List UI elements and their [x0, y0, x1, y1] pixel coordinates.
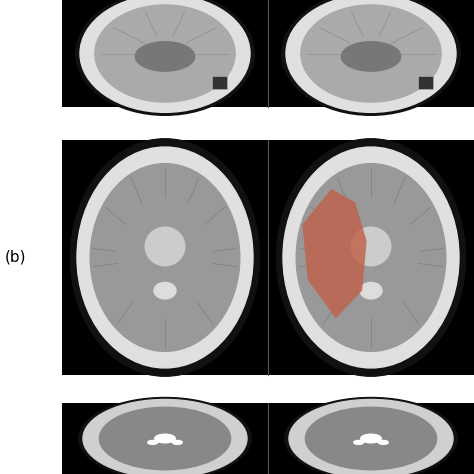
- Ellipse shape: [154, 283, 176, 299]
- Ellipse shape: [173, 440, 182, 444]
- Text: (b): (b): [5, 250, 27, 265]
- Ellipse shape: [148, 440, 158, 444]
- Ellipse shape: [276, 139, 465, 376]
- Ellipse shape: [341, 42, 401, 71]
- Ellipse shape: [286, 0, 456, 112]
- Ellipse shape: [289, 400, 453, 474]
- Ellipse shape: [150, 274, 181, 296]
- Bar: [62, 403, 474, 474]
- Ellipse shape: [90, 164, 240, 351]
- Ellipse shape: [155, 434, 175, 443]
- Ellipse shape: [351, 227, 391, 266]
- Polygon shape: [302, 189, 366, 318]
- Bar: [62, 0, 474, 107]
- Ellipse shape: [356, 274, 386, 296]
- Ellipse shape: [378, 440, 388, 444]
- Ellipse shape: [305, 407, 437, 470]
- Ellipse shape: [145, 227, 185, 266]
- Ellipse shape: [296, 164, 446, 351]
- Ellipse shape: [80, 0, 250, 112]
- Ellipse shape: [79, 398, 251, 474]
- FancyBboxPatch shape: [212, 76, 227, 89]
- Ellipse shape: [100, 407, 230, 470]
- Ellipse shape: [83, 400, 247, 474]
- Ellipse shape: [135, 42, 195, 71]
- Ellipse shape: [76, 0, 254, 115]
- Ellipse shape: [95, 5, 235, 102]
- Ellipse shape: [283, 147, 459, 368]
- FancyBboxPatch shape: [418, 76, 433, 89]
- Ellipse shape: [71, 139, 260, 376]
- Ellipse shape: [282, 0, 460, 115]
- Ellipse shape: [285, 398, 457, 474]
- Ellipse shape: [361, 434, 381, 443]
- Ellipse shape: [360, 283, 382, 299]
- Ellipse shape: [301, 5, 441, 102]
- Bar: [62, 140, 474, 375]
- Ellipse shape: [354, 440, 364, 444]
- Ellipse shape: [77, 147, 253, 368]
